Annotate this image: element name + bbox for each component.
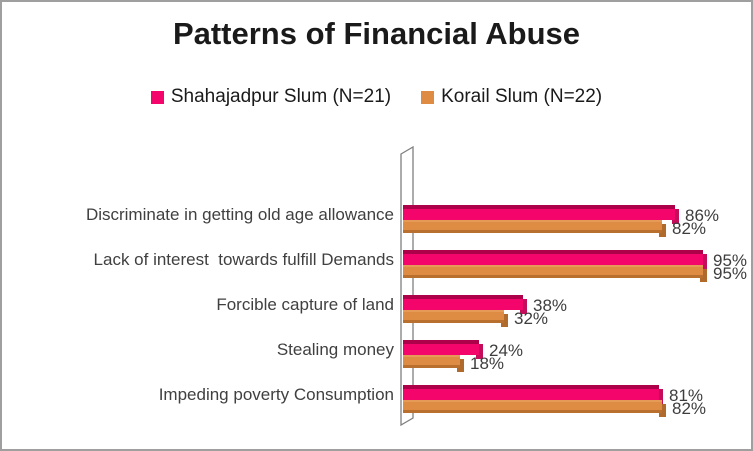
- bar-end-cap-series2: [659, 404, 666, 417]
- legend-label: Shahajadpur Slum (N=21): [170, 86, 392, 107]
- value-label-series1: 81%: [669, 386, 704, 405]
- legend-swatch: [421, 90, 435, 104]
- bar-series1: [403, 340, 479, 355]
- bar-end-cap-series2: [457, 359, 464, 372]
- bar-series2: [403, 355, 460, 368]
- value-label-series1: 24%: [489, 341, 524, 360]
- category-label: Lack of interest towards fulfill Demands: [93, 250, 394, 269]
- value-label-series1: 86%: [685, 206, 720, 225]
- bar-series2: [403, 310, 504, 323]
- value-label-series1: 95%: [713, 251, 748, 270]
- value-label-series1: 38%: [533, 296, 568, 315]
- legend: Shahajadpur Slum (N=21) Korail Slum (N=22…: [2, 86, 751, 108]
- bar-series2: [403, 400, 662, 413]
- bar-end-cap-series2: [700, 269, 707, 282]
- value-label-series2: 95%: [713, 264, 748, 283]
- category-label: Forcible capture of land: [216, 295, 394, 314]
- legend-label: Korail Slum (N=22): [441, 86, 603, 107]
- bar-series1: [403, 385, 659, 400]
- legend-item-1: Shahajadpur Slum (N=21): [150, 86, 392, 108]
- bar-end-cap-series1: [672, 209, 679, 224]
- value-label-series2: 82%: [672, 219, 707, 238]
- legend-swatch: [150, 90, 164, 104]
- bar-series2: [403, 220, 662, 233]
- legend-item-2: Korail Slum (N=22): [421, 86, 602, 108]
- bar-series1: [403, 205, 675, 220]
- category-label: Impeding poverty Consumption: [158, 385, 394, 404]
- bar-series1: [403, 250, 703, 265]
- category-label: Stealing money: [276, 340, 394, 359]
- bar-end-cap-series2: [501, 314, 508, 327]
- value-label-series2: 82%: [672, 399, 707, 418]
- bar-series2: [403, 265, 703, 278]
- bar-series1: [403, 295, 523, 310]
- chart-title: Patterns of Financial Abuse: [172, 16, 581, 51]
- value-label-series2: 18%: [470, 354, 505, 373]
- bar-end-cap-series2: [659, 224, 666, 237]
- bar-end-cap-series1: [656, 389, 663, 404]
- bar-end-cap-series1: [520, 299, 527, 314]
- bar-end-cap-series1: [700, 254, 707, 269]
- bar-end-cap-series1: [476, 344, 483, 359]
- value-label-series2: 32%: [514, 309, 549, 328]
- category-label: Discriminate in getting old age allowanc…: [85, 205, 394, 224]
